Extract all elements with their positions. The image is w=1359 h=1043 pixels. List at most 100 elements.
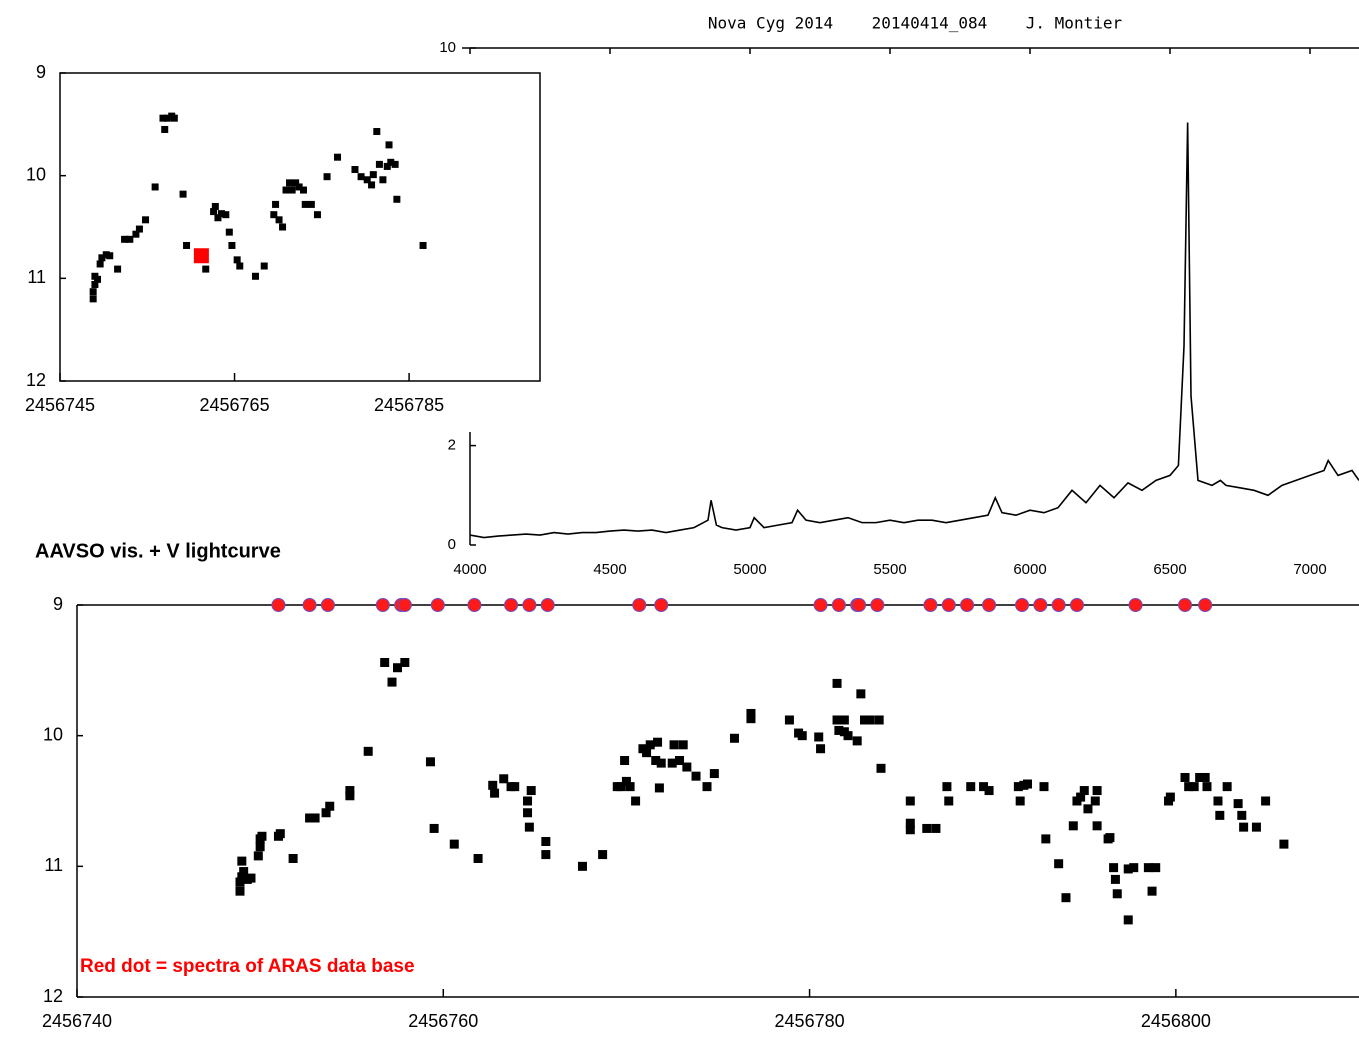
data-point <box>642 748 652 758</box>
spectrum-dot <box>1069 598 1084 612</box>
data-point <box>656 758 666 768</box>
data-point <box>984 786 994 796</box>
x-tick-label: 5000 <box>733 561 766 578</box>
data-point <box>1213 796 1223 806</box>
spectrum-dot <box>504 598 519 612</box>
data-point <box>1090 796 1100 806</box>
data-point <box>852 736 862 746</box>
data-point <box>473 853 483 863</box>
data-point <box>236 262 244 270</box>
data-point <box>1054 859 1064 869</box>
data-point <box>163 114 171 122</box>
x-tick-label: 2456740 <box>42 1011 112 1031</box>
data-point <box>1039 782 1049 792</box>
data-point <box>235 886 245 896</box>
spectrum-dot <box>1051 598 1066 612</box>
data-point <box>94 275 102 283</box>
data-point <box>1109 863 1119 873</box>
data-point <box>239 867 249 877</box>
data-point <box>202 265 210 273</box>
data-point <box>375 160 383 168</box>
data-point <box>170 114 178 122</box>
data-point <box>1041 834 1051 844</box>
spectrum-dot <box>941 598 956 612</box>
data-point <box>523 796 533 806</box>
x-tick-label: 6000 <box>1013 561 1046 578</box>
data-point <box>621 776 631 786</box>
data-point <box>490 788 500 798</box>
data-point <box>746 708 756 718</box>
spectrum-dot <box>852 598 867 612</box>
spectrum-dot <box>467 598 482 612</box>
data-point <box>675 755 685 765</box>
data-point <box>393 195 401 203</box>
data-point <box>391 160 399 168</box>
spectrum-dot <box>540 598 555 612</box>
data-point <box>1083 804 1093 814</box>
y-tick-label: 11 <box>27 267 46 287</box>
data-point <box>1013 782 1023 792</box>
data-point <box>299 186 307 194</box>
data-point <box>345 791 355 801</box>
data-point <box>379 176 387 184</box>
data-point <box>142 216 150 224</box>
data-point <box>363 176 371 184</box>
spectrum-dot <box>923 598 938 612</box>
data-point <box>121 235 129 243</box>
data-point <box>1180 772 1190 782</box>
data-point <box>225 228 233 236</box>
x-tick-label: 2456765 <box>200 395 270 415</box>
data-point <box>179 190 187 198</box>
spectrum-line <box>469 122 1359 539</box>
data-point <box>816 744 826 754</box>
spectrum-dot <box>813 598 828 612</box>
y-tick-label: 9 <box>36 62 46 82</box>
chart-lc: 9 10 11 12 2456740 2456760 2456780 2456800 AAVSO… <box>35 540 1359 1031</box>
data-point <box>1233 799 1243 809</box>
data-point <box>625 782 635 792</box>
data-point <box>651 755 661 765</box>
data-point <box>295 183 303 191</box>
spectrum-dot <box>960 598 975 612</box>
data-point <box>1143 863 1153 873</box>
data-point <box>235 877 245 887</box>
data-point <box>279 223 287 231</box>
data-point <box>1068 821 1078 831</box>
data-point <box>709 769 719 779</box>
data-point <box>905 796 915 806</box>
data-point <box>183 241 191 249</box>
data-point <box>856 689 866 699</box>
data-point <box>400 657 410 667</box>
data-point <box>425 757 435 767</box>
data-point <box>616 782 626 792</box>
data-point <box>1189 782 1199 792</box>
data-point <box>368 181 376 189</box>
data-point <box>1123 864 1133 874</box>
data-point <box>1195 772 1205 782</box>
data-point <box>301 200 309 208</box>
data-point <box>702 782 712 792</box>
data-point <box>653 737 663 747</box>
data-point <box>387 677 397 687</box>
data-point <box>385 141 393 149</box>
chart-inset: 9 10 11 12 2456745 2456765 2456785 <box>25 62 541 415</box>
data-point <box>96 260 104 268</box>
data-point <box>313 211 321 219</box>
data-point <box>905 818 915 828</box>
data-point <box>151 183 159 191</box>
data-point <box>1279 839 1289 849</box>
y-tick-label: 10 <box>439 39 456 56</box>
x-tick-label: 2456745 <box>25 395 95 415</box>
data-point <box>499 774 509 784</box>
data-point <box>257 831 267 841</box>
spectrum-dot <box>1198 598 1213 612</box>
spectrum-dot <box>1178 598 1193 612</box>
x-tick-label: 4000 <box>453 561 486 578</box>
data-point <box>193 248 209 264</box>
data-point <box>691 771 701 781</box>
data-point <box>523 808 533 818</box>
data-point <box>814 732 824 742</box>
data-point <box>217 210 225 218</box>
data-point <box>832 715 842 725</box>
